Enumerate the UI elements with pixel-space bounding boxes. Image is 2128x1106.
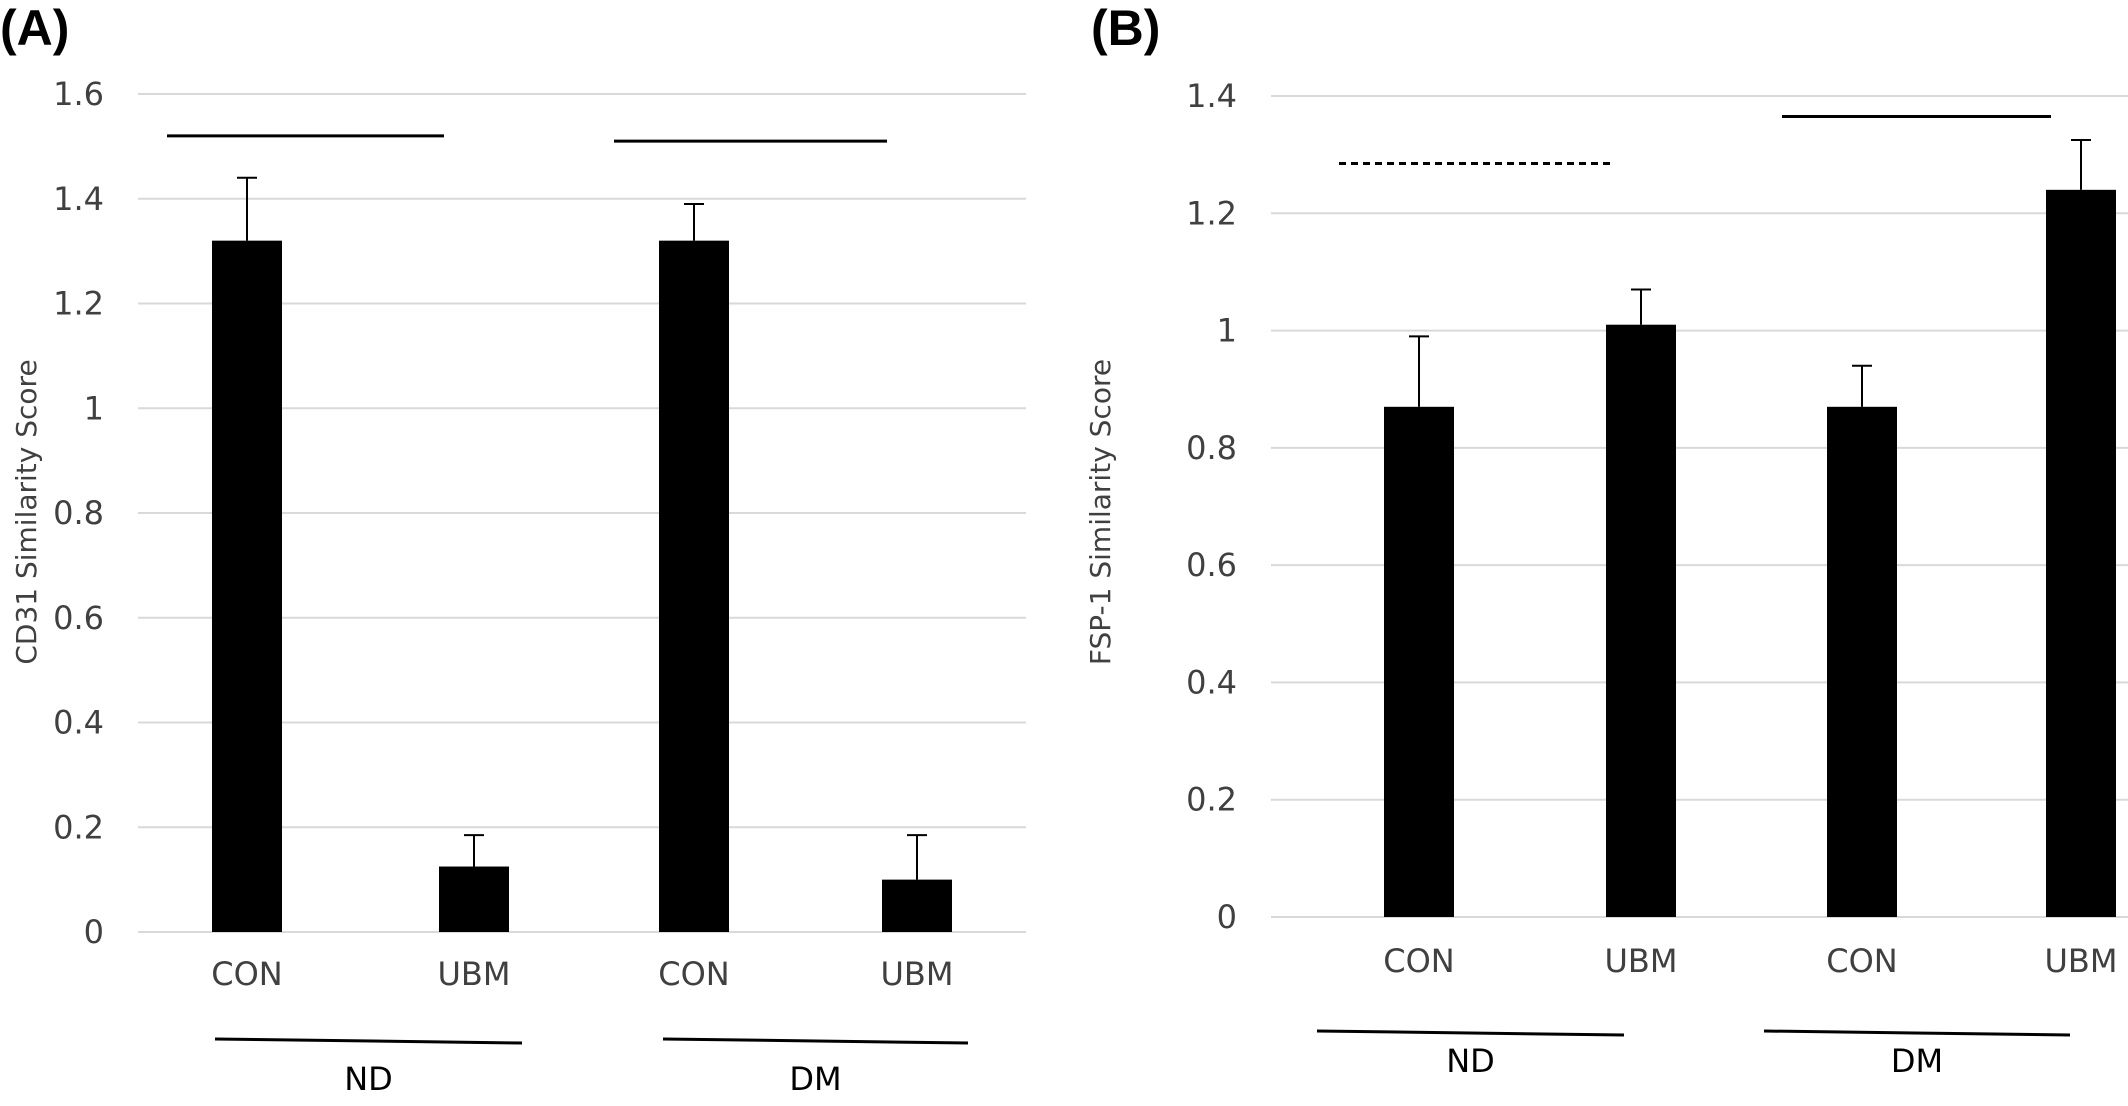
y-tick-label: 0.2 — [1186, 781, 1237, 819]
y-tick-label: 0.2 — [53, 808, 104, 846]
bar — [1827, 406, 1897, 917]
panel-a-label: (A) — [0, 0, 70, 56]
bar — [659, 240, 729, 932]
y-tick-label: 0.6 — [53, 599, 104, 637]
group-label: DM — [789, 1060, 841, 1098]
y-tick-label: 0.8 — [1186, 429, 1237, 467]
y-tick-label: 0.8 — [53, 494, 104, 532]
y-tick-label: 0.4 — [53, 704, 104, 742]
x-category-label: UBM — [1605, 942, 1678, 980]
group-label: ND — [1446, 1042, 1495, 1080]
bar — [1384, 406, 1454, 917]
bar — [1606, 324, 1676, 917]
x-category-label: UBM — [438, 955, 511, 993]
y-tick-label: 0 — [84, 913, 104, 951]
y-tick-label: 1.4 — [53, 180, 104, 218]
y-axis-title: FSP-1 Similarity Score — [1084, 359, 1117, 665]
fsp1-bar-chart: 0 0.2 0.4 0.6 0.8 1 1.2 1.4 FSP-1 Similarity Sco… — [1084, 77, 2128, 1080]
y-tick-label: 1.4 — [1186, 77, 1237, 115]
bar — [212, 240, 282, 932]
x-category-label: CON — [1826, 942, 1897, 980]
x-category-label: CON — [211, 955, 282, 993]
group-bracket-line — [214, 1037, 523, 1045]
cd31-bar-chart: 0 0.2 0.4 0.6 0.8 1 1.2 1.4 1.6 CD31 Similarity S… — [10, 75, 1026, 1098]
group-bracket-line — [662, 1037, 969, 1045]
y-tick-label: 1.6 — [53, 75, 104, 113]
x-category-label: CON — [658, 955, 729, 993]
bar — [882, 879, 952, 932]
y-tick-label: 0 — [1217, 898, 1237, 936]
bar — [439, 866, 509, 932]
group-label: DM — [1891, 1042, 1943, 1080]
y-tick-label: 1.2 — [53, 285, 104, 323]
y-tick-label: 1.2 — [1186, 194, 1237, 232]
group-bracket-line — [1763, 1029, 2071, 1037]
y-axis-title: CD31 Similarity Score — [10, 359, 43, 664]
panel-b: (B) 0 0.2 0.4 0.6 0.8 1 1.2 1.4 FSP-1 Similarity… — [1064, 0, 2128, 1106]
y-tick-label: 0.4 — [1186, 663, 1237, 701]
bar — [2046, 189, 2116, 918]
x-category-label: CON — [1383, 942, 1454, 980]
group-label: ND — [344, 1060, 393, 1098]
y-tick-label: 0.6 — [1186, 546, 1237, 584]
x-category-label: UBM — [881, 955, 954, 993]
panel-b-label: (B) — [1091, 0, 1161, 56]
y-tick-label: 1 — [1217, 312, 1237, 350]
panel-a: (A) 0 0.2 0.4 0.6 0.8 1 1.2 1.4 1.6 CD31 Similari… — [0, 0, 1026, 1098]
y-tick-label: 1 — [84, 389, 104, 427]
x-category-label: UBM — [2045, 942, 2118, 980]
group-bracket-line — [1316, 1029, 1625, 1037]
